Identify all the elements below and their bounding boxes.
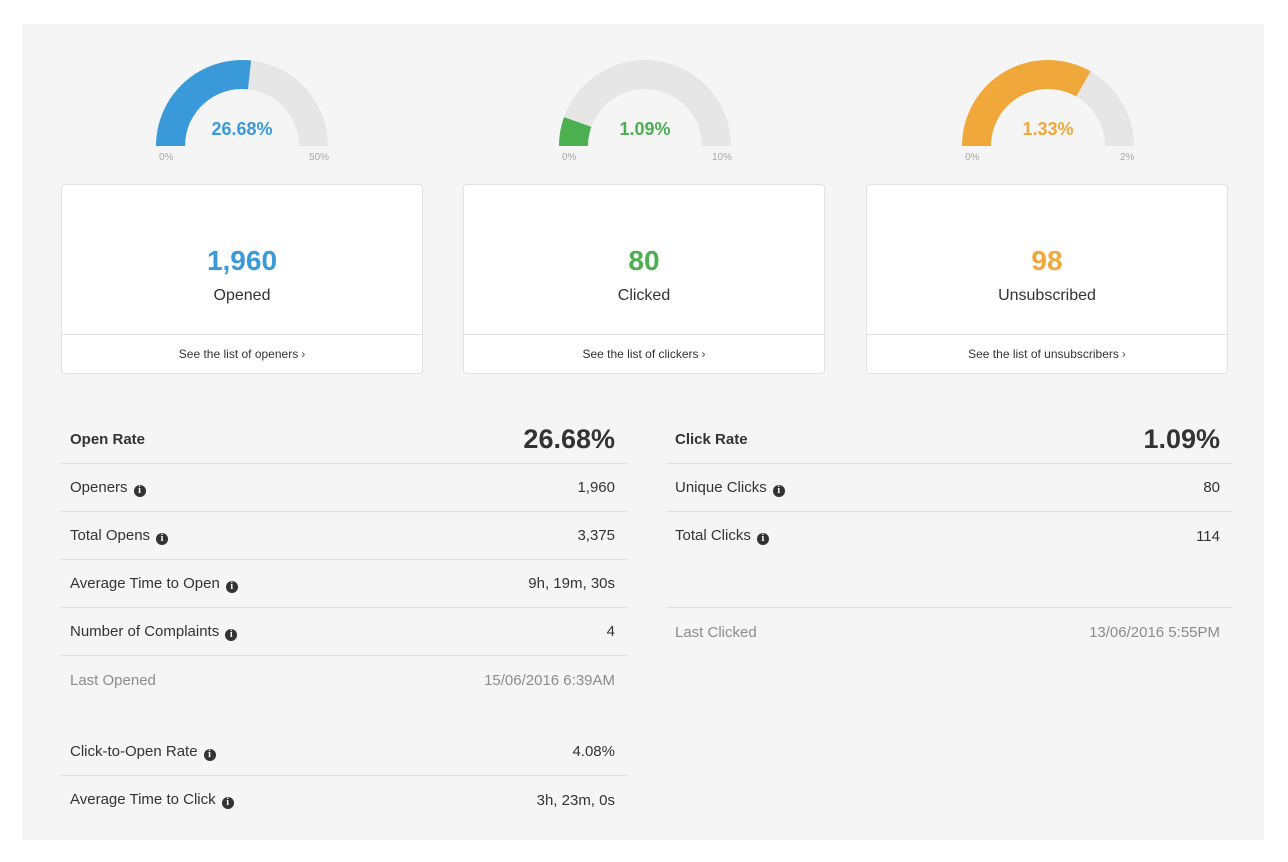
gauge-max-label: 10% xyxy=(712,152,733,163)
gauge-fill xyxy=(962,59,1091,147)
stat-value: 4 xyxy=(606,623,615,640)
info-icon[interactable]: i xyxy=(203,748,216,761)
info-icon[interactable]: i xyxy=(225,580,238,593)
stat-value: 80 xyxy=(1203,479,1220,496)
click-rate-row: Click Rate 1.09% xyxy=(666,416,1232,464)
unsubscribe-rate-gauge: 1.33% 0% 2% xyxy=(938,24,1158,184)
clicked-card: 80 Clicked See the list of clickers › xyxy=(463,184,825,374)
info-icon[interactable]: i xyxy=(156,532,169,545)
stat-value: 4.08% xyxy=(572,743,615,760)
stat-value: 9h, 19m, 30s xyxy=(528,575,615,592)
stat-label: Last Opened xyxy=(70,671,156,689)
info-icon[interactable]: i xyxy=(225,628,238,641)
stat-row-last-clicked: Last Clicked 13/06/2016 5:55PM xyxy=(666,608,1232,656)
stat-row-average-time-to-open: Average Time to Open i 9h, 19m, 30s xyxy=(61,560,627,608)
gauge-min-label: 0% xyxy=(159,152,174,163)
gauge-max-label: 50% xyxy=(309,152,330,163)
stat-value: 15/06/2016 6:39AM xyxy=(484,671,615,689)
info-icon[interactable]: i xyxy=(133,484,146,497)
stat-value: 3,375 xyxy=(577,527,615,544)
open-stats-table: Open Rate 26.68% Openers i 1,960 Total Op… xyxy=(61,416,627,824)
open-rate-value: 26.68% xyxy=(523,424,615,454)
see-clickers-link[interactable]: See the list of clickers › xyxy=(464,334,824,373)
stat-label: Click-to-Open Rate xyxy=(70,742,198,760)
see-openers-link-text: See the list of openers xyxy=(178,347,299,361)
stat-row-average-time-to-click: Average Time to Click i 3h, 23m, 0s xyxy=(61,776,627,824)
opened-count: 1,960 xyxy=(206,245,278,276)
stat-value: 13/06/2016 5:55PM xyxy=(1089,623,1220,641)
chevron-right-icon: › xyxy=(1121,347,1126,361)
see-unsubscribers-link-text: See the list of unsubscribers xyxy=(968,347,1119,361)
unsubscribed-count: 98 xyxy=(1031,245,1063,276)
stat-row-click-to-open-rate: Click-to-Open Rate i 4.08% xyxy=(61,728,627,776)
info-icon[interactable]: i xyxy=(756,533,769,545)
stat-value: 114 xyxy=(1196,527,1220,545)
opened-card: 1,960 Opened See the list of openers › xyxy=(61,184,423,374)
gauge-value: 1.33% xyxy=(1022,119,1074,139)
open-rate-label: Open Rate xyxy=(70,431,146,448)
gauge-value: 1.09% xyxy=(619,119,671,139)
gauge-fill xyxy=(156,60,252,146)
see-openers-link[interactable]: See the list of openers › xyxy=(62,334,422,373)
gauge-value: 26.68% xyxy=(211,119,273,139)
stat-label: Last Clicked xyxy=(675,623,757,641)
stat-value: 1,960 xyxy=(577,479,615,496)
click-rate-gauge: 1.09% 0% 10% xyxy=(535,24,755,184)
gauge-min-label: 0% xyxy=(965,152,980,163)
clicked-count: 80 xyxy=(628,245,660,276)
stat-label: Total Clicks xyxy=(675,527,751,544)
stat-row-total-clicks: Total Clicks i 114 xyxy=(666,512,1232,560)
unsubscribed-card: 98 Unsubscribed See the list of unsubscr… xyxy=(866,184,1228,374)
stat-label: Average Time to Open xyxy=(70,574,220,592)
gauge-arc xyxy=(962,59,1134,147)
section-gap xyxy=(61,704,627,728)
gauge-track xyxy=(559,60,731,146)
clicked-label: Clicked xyxy=(617,287,671,304)
see-unsubscribers-link[interactable]: See the list of unsubscribers › xyxy=(867,334,1227,373)
stat-value: 3h, 23m, 0s xyxy=(536,791,615,809)
stat-row-total-opens: Total Opens i 3,375 xyxy=(61,512,627,560)
click-rate-label: Click Rate xyxy=(675,431,748,448)
stat-label: Total Opens xyxy=(70,526,151,544)
gauge-arc xyxy=(559,60,731,146)
see-clickers-link-text: See the list of clickers xyxy=(582,347,699,361)
stat-label: Number of Complaints xyxy=(70,622,220,640)
stat-row-number-of-complaints: Number of Complaints i 4 xyxy=(61,608,627,656)
open-rate-gauge: 26.68% 0% 50% xyxy=(132,24,352,184)
stat-label: Unique Clicks xyxy=(675,478,767,496)
gauge-arc xyxy=(156,60,328,146)
unsubscribed-label: Unsubscribed xyxy=(998,287,1096,304)
click-rate-value: 1.09% xyxy=(1143,424,1220,454)
stat-row-openers: Openers i 1,960 xyxy=(61,464,627,512)
gauge-max-label: 2% xyxy=(1120,152,1135,163)
open-rate-row: Open Rate 26.68% xyxy=(61,416,627,464)
stat-row-unique-clicks: Unique Clicks i 80 xyxy=(666,464,1232,512)
chevron-right-icon: › xyxy=(701,347,706,361)
report-panel: 26.68% 0% 50% 1.09% 0% 10% 1.33% 0% 2% 1… xyxy=(22,24,1264,840)
info-icon[interactable]: i xyxy=(772,484,785,497)
stat-row-last-opened: Last Opened 15/06/2016 6:39AM xyxy=(61,656,627,704)
opened-label: Opened xyxy=(213,287,271,304)
stat-label: Average Time to Click xyxy=(70,791,216,808)
click-stats-table: Click Rate 1.09% Unique Clicks i 80 Total… xyxy=(666,416,1232,656)
gauge-fill xyxy=(559,117,592,146)
gauge-min-label: 0% xyxy=(562,152,577,163)
stat-label: Openers xyxy=(70,478,128,496)
section-divider xyxy=(666,560,1232,608)
info-icon[interactable]: i xyxy=(221,797,234,809)
chevron-right-icon: › xyxy=(301,347,306,361)
